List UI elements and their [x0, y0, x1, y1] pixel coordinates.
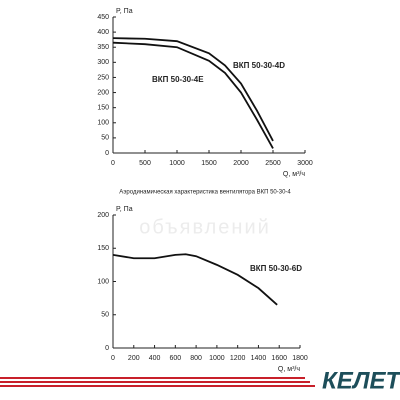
x-tick-label: 1000: [209, 355, 225, 362]
watermark: объявлений: [139, 216, 271, 238]
x-tick-label: 3000: [297, 160, 313, 167]
x-axis-label: Q, м³/ч: [278, 366, 300, 373]
x-tick-label: 1600: [271, 355, 287, 362]
y-tick-label: 100: [97, 278, 109, 285]
y-tick-label: 0: [105, 345, 109, 352]
y-tick-label: 200: [97, 89, 109, 96]
x-tick-label: 600: [169, 355, 181, 362]
series-label: ВКП 50-30-4D: [233, 61, 285, 70]
x-tick-label: 0: [111, 160, 115, 167]
series-label: ВКП 50-30-4E: [152, 75, 204, 84]
stripe: [0, 377, 305, 379]
y-axis-label: P, Па: [116, 206, 133, 213]
x-tick-label: 1500: [201, 160, 217, 167]
y-tick-label: 50: [101, 312, 109, 319]
y-tick-label: 50: [101, 135, 109, 142]
y-tick-label: 350: [97, 44, 109, 51]
x-tick-label: 1200: [230, 355, 246, 362]
y-tick-label: 400: [97, 29, 109, 36]
line: [112, 41, 274, 149]
stripe: [0, 381, 310, 383]
y-tick-label: 200: [97, 212, 109, 219]
stripe: [0, 385, 315, 387]
x-tick-label: 800: [190, 355, 202, 362]
y-tick-label: 0: [105, 150, 109, 157]
y-tick-label: 100: [97, 120, 109, 127]
y-tick-label: 150: [97, 245, 109, 252]
x-tick-label: 400: [149, 355, 161, 362]
y-tick-label: 150: [97, 105, 109, 112]
y-axis-label: P, Па: [116, 8, 133, 15]
x-tick-label: 2000: [233, 160, 249, 167]
y-tick-label: 300: [97, 59, 109, 66]
x-tick-label: 1000: [169, 160, 185, 167]
x-tick-label: 200: [128, 355, 140, 362]
x-tick-label: 500: [139, 160, 151, 167]
x-axis-label: Q, м³/ч: [283, 171, 305, 178]
series-label: ВКП 50-30-6D: [250, 264, 302, 273]
x-tick-label: 0: [111, 355, 115, 362]
caption: Аэродинамическая характеристика вентилят…: [119, 190, 291, 196]
x-tick-label: 2500: [265, 160, 281, 167]
y-tick-label: 250: [97, 74, 109, 81]
y-tick-label: 450: [97, 14, 109, 21]
x-tick-label: 1400: [251, 355, 267, 362]
line: [112, 253, 278, 306]
line: [112, 37, 274, 142]
x-tick-label: 1800: [292, 355, 308, 362]
logo-stripes: [0, 377, 315, 387]
logo: КЕЛЕТ: [322, 367, 400, 394]
